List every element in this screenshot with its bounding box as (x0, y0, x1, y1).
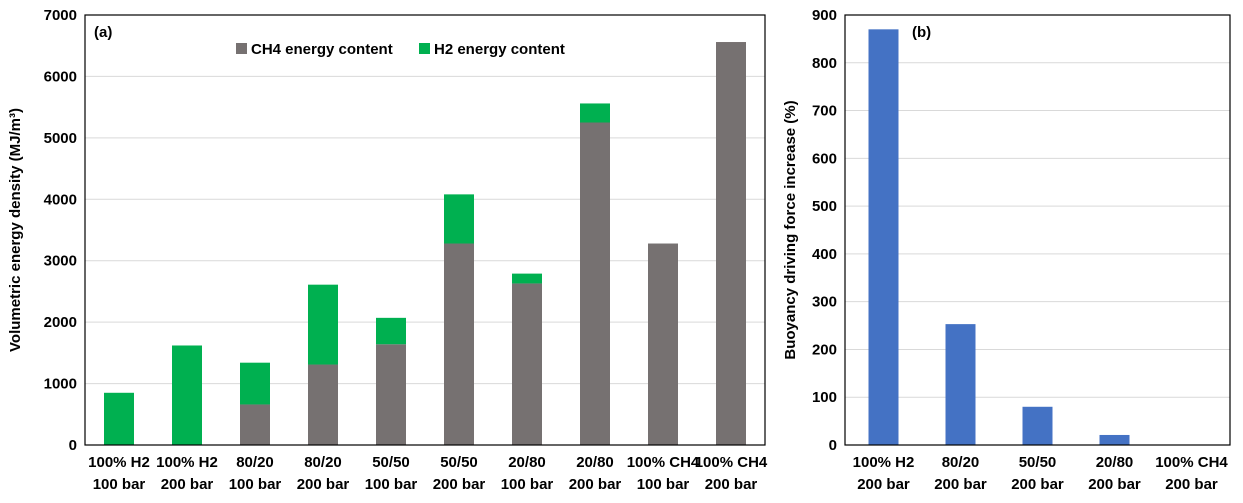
panel-a-x-tick-labels: 100% H2 100 bar 100% H2 200 bar 80/20 100 bar… (88, 454, 768, 493)
a-x-tick-line1-4: 50/50 (372, 454, 410, 471)
b-x-tick-line2-2: 200 bar (1011, 476, 1064, 493)
a-bar-h2-energy-content-4 (376, 317, 406, 345)
legend-label-ch4: CH4 energy content (251, 41, 393, 58)
b-x-tick-line2-4: 200 bar (1165, 476, 1218, 493)
a-y-tick-7000: 7000 (44, 7, 77, 24)
b-y-tick-700: 700 (812, 103, 837, 120)
b-x-tick-line1-1: 80/20 (942, 454, 980, 471)
legend-swatch-ch4 (236, 43, 247, 54)
panel-a-y-tick-labels: 0 1000 2000 3000 4000 5000 6000 7000 (44, 7, 77, 454)
a-x-tick-line2-1: 200 bar (161, 476, 214, 493)
a-x-tick-line1-2: 80/20 (236, 454, 274, 471)
panel-a-bars (104, 42, 746, 446)
panel-b-y-tick-labels: 0 100 200 300 400 500 600 700 800 900 (812, 7, 837, 454)
a-x-tick-line1-1: 100% H2 (156, 454, 218, 471)
a-bar-h2-energy-content-6 (512, 273, 542, 284)
a-bar-ch4-energy-content-2 (240, 404, 270, 445)
b-bar-series-0-3 (1099, 434, 1130, 445)
a-x-tick-line2-5: 200 bar (433, 476, 486, 493)
a-bar-h2-energy-content-1 (172, 345, 202, 445)
a-x-tick-line2-9: 200 bar (705, 476, 758, 493)
b-y-tick-0: 0 (829, 437, 837, 454)
a-x-tick-line2-6: 100 bar (501, 476, 554, 493)
a-x-tick-line2-0: 100 bar (93, 476, 146, 493)
a-x-tick-line1-5: 50/50 (440, 454, 478, 471)
a-y-tick-4000: 4000 (44, 191, 77, 208)
panel-a-label: (a) (94, 24, 112, 41)
a-x-tick-line2-3: 200 bar (297, 476, 350, 493)
a-bar-ch4-energy-content-3 (308, 364, 338, 445)
b-bar-series-0-0 (868, 29, 899, 445)
panel-b-label: (b) (912, 24, 931, 41)
b-bar-series-0-2 (1022, 406, 1053, 445)
b-x-tick-line2-1: 200 bar (934, 476, 987, 493)
b-y-tick-300: 300 (812, 294, 837, 311)
a-bar-ch4-energy-content-5 (444, 243, 474, 445)
b-x-tick-line2-0: 200 bar (857, 476, 910, 493)
panel-b-plot-frame (844, 14, 1231, 446)
a-x-tick-line1-3: 80/20 (304, 454, 342, 471)
legend-label-h2: H2 energy content (434, 41, 565, 58)
a-x-tick-line2-7: 200 bar (569, 476, 622, 493)
a-y-tick-3000: 3000 (44, 253, 77, 270)
a-y-tick-1000: 1000 (44, 376, 77, 393)
a-x-tick-line1-9: 100% CH4 (695, 454, 768, 471)
b-y-tick-100: 100 (812, 389, 837, 406)
b-x-tick-line1-0: 100% H2 (853, 454, 915, 471)
b-y-tick-500: 500 (812, 198, 837, 215)
a-x-tick-line1-8: 100% CH4 (627, 454, 700, 471)
a-bar-ch4-energy-content-4 (376, 344, 406, 445)
a-y-tick-5000: 5000 (44, 130, 77, 147)
a-bar-ch4-energy-content-6 (512, 283, 542, 445)
a-bar-h2-energy-content-0 (104, 392, 134, 445)
panel-a-plot-frame (84, 14, 766, 446)
legend-swatch-h2 (419, 43, 430, 54)
b-y-tick-600: 600 (812, 150, 837, 167)
a-bar-h2-energy-content-7 (580, 103, 610, 123)
b-x-tick-line1-2: 50/50 (1019, 454, 1057, 471)
a-x-tick-line1-0: 100% H2 (88, 454, 150, 471)
a-x-tick-line2-8: 100 bar (637, 476, 690, 493)
a-y-tick-6000: 6000 (44, 68, 77, 85)
a-y-tick-0: 0 (69, 437, 77, 454)
panel-b-bars (868, 29, 1130, 445)
b-y-tick-900: 900 (812, 7, 837, 24)
b-x-tick-line1-3: 20/80 (1096, 454, 1134, 471)
panel-a-y-axis-title: Volumetric energy density (MJ/m³) (7, 108, 24, 352)
panel-b: 0 100 200 300 400 500 600 700 800 900 100% H2 200 … (782, 7, 1231, 493)
a-bar-h2-energy-content-5 (444, 194, 474, 244)
b-x-tick-line1-4: 100% CH4 (1155, 454, 1228, 471)
a-y-tick-2000: 2000 (44, 314, 77, 331)
a-bar-ch4-energy-content-8 (648, 243, 678, 445)
panel-b-gridlines (845, 62, 1230, 398)
b-y-tick-800: 800 (812, 55, 837, 72)
b-x-tick-line2-3: 200 bar (1088, 476, 1141, 493)
b-y-tick-400: 400 (812, 246, 837, 263)
a-bar-h2-energy-content-3 (308, 284, 338, 365)
a-bar-ch4-energy-content-9 (716, 42, 746, 446)
a-x-tick-line1-6: 20/80 (508, 454, 546, 471)
panel-a-legend: CH4 energy content H2 energy content (236, 41, 565, 58)
a-x-tick-line1-7: 20/80 (576, 454, 614, 471)
a-x-tick-line2-2: 100 bar (229, 476, 282, 493)
a-bar-ch4-energy-content-7 (580, 122, 610, 445)
b-y-tick-200: 200 (812, 341, 837, 358)
b-bar-series-0-1 (945, 324, 976, 445)
a-bar-h2-energy-content-2 (240, 362, 270, 405)
a-x-tick-line2-4: 100 bar (365, 476, 418, 493)
panel-b-x-tick-labels: 100% H2 200 bar 80/20 200 bar 50/50 200 bar 20… (853, 454, 1229, 493)
panel-b-y-axis-title: Buoyancy driving force increase (%) (782, 100, 799, 359)
